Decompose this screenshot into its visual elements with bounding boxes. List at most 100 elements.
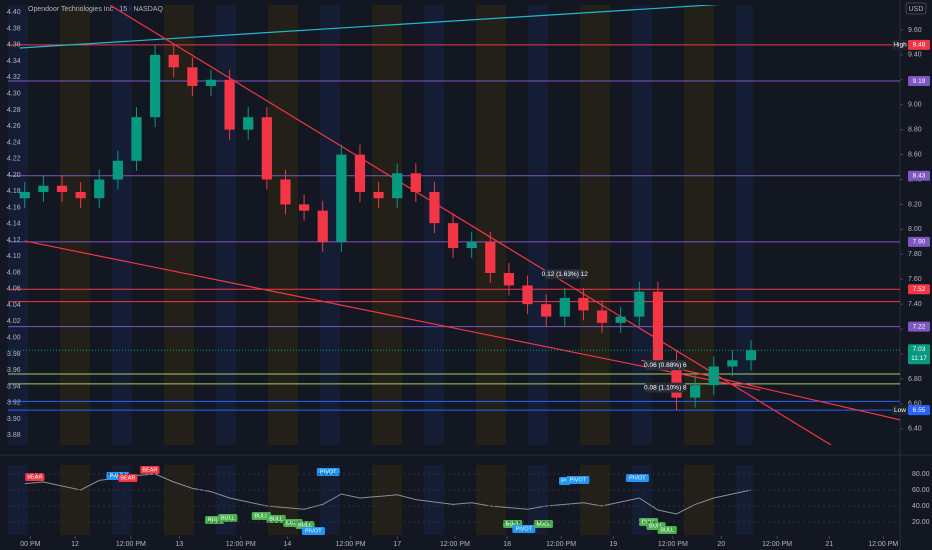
- candle-body: [466, 241, 477, 249]
- chart-title: Opendoor Technologies Inc · 15 · NASDAQ: [28, 6, 163, 13]
- candle-body: [224, 79, 235, 130]
- measure-box: [645, 382, 686, 393]
- currency[interactable]: USD: [909, 6, 924, 13]
- candle-body: [280, 179, 291, 205]
- y2-tick-label: 3.98: [7, 351, 21, 358]
- y2-tick-label: 4.26: [7, 123, 21, 130]
- x-tick-label: 00 PM: [20, 541, 40, 548]
- signal-label: PIVOT: [110, 473, 127, 479]
- signal-label: BEAR: [27, 474, 42, 480]
- candle-body: [596, 310, 608, 323]
- signal-marker: [512, 525, 536, 533]
- y2-tick-label: 4.30: [7, 90, 21, 97]
- signal-marker: [625, 474, 649, 482]
- candle-body: [429, 191, 440, 224]
- y2-tick-label: 4.22: [7, 156, 21, 163]
- measure-label: 0.08 (1.10%) 8: [644, 384, 687, 391]
- y-tick-label: 6.40: [908, 426, 922, 433]
- candle-body: [559, 297, 570, 317]
- level-label: 7.90: [913, 239, 926, 246]
- candle-body: [615, 316, 626, 323]
- level-label: 9.48: [913, 42, 926, 49]
- signal-label: PIVOT: [516, 526, 533, 532]
- candle-body: [131, 117, 142, 161]
- y-tick-label: 8.00: [908, 226, 922, 233]
- y2-tick-label: 4.24: [7, 139, 21, 146]
- y2-tick-label: 4.32: [7, 74, 21, 81]
- y2-tick-label: 4.08: [7, 269, 21, 276]
- level-label: 7.22: [913, 323, 926, 330]
- y-tick-label: 8.80: [908, 126, 922, 133]
- level-label-box: [908, 170, 930, 181]
- y2-tick-label: 4.10: [7, 253, 21, 260]
- currency-box[interactable]: [905, 2, 927, 15]
- y2-tick-label: 3.88: [7, 432, 21, 439]
- candle-body: [75, 191, 86, 199]
- y2-tick-label: 4.04: [7, 302, 21, 309]
- level-label-box: [908, 405, 930, 416]
- candle-body: [243, 117, 254, 130]
- x-tick-label: 12:00 PM: [440, 541, 470, 548]
- candle-body: [298, 204, 310, 211]
- signal-label: BULL: [298, 522, 312, 528]
- signal-label: BULL: [269, 516, 283, 522]
- candle-body: [485, 241, 496, 273]
- x-tick-label: 12:00 PM: [226, 541, 256, 548]
- candle-body: [541, 304, 552, 317]
- level-label-box: [908, 321, 930, 332]
- signal-marker: [566, 476, 590, 484]
- y-tick-label: 9.60: [908, 27, 922, 34]
- candle-body: [634, 291, 645, 317]
- candle-body: [317, 210, 328, 242]
- candle-body: [149, 54, 161, 118]
- y-tick-label: 7.60: [908, 276, 922, 283]
- y-tick-label: 6.60: [908, 401, 922, 408]
- y2-tick-label: 4.14: [7, 221, 21, 228]
- level-label: 7.52: [913, 286, 926, 293]
- y2-tick-label: 4.36: [7, 42, 21, 49]
- signal-label: BULL: [537, 521, 551, 527]
- signal-marker: [301, 527, 325, 535]
- x-tick-label: 12:00 PM: [116, 541, 146, 548]
- signal-label: BULL: [649, 523, 663, 529]
- indicator-tick-label: 40.00: [912, 503, 930, 510]
- candle-body: [671, 360, 682, 398]
- y2-tick-label: 4.06: [7, 286, 21, 293]
- measure-box: [544, 269, 585, 280]
- level-label-box: [908, 76, 930, 87]
- signal-label: PIVOT: [570, 477, 587, 483]
- candle-body: [652, 291, 664, 361]
- last-price: 7.03: [913, 346, 926, 353]
- trend-line: [19, 5, 720, 49]
- signal-label: BEAR: [120, 475, 135, 481]
- indicator-tick-label: 80.00: [912, 471, 930, 478]
- y2-tick-label: 3.96: [7, 367, 21, 374]
- x-tick-label: 20: [717, 541, 725, 548]
- y2-tick-label: 4.34: [7, 58, 21, 65]
- signal-marker: [140, 466, 160, 474]
- y2-tick-label: 4.16: [7, 204, 21, 211]
- signal-label: BEAR: [142, 467, 157, 473]
- candle-body: [522, 285, 533, 305]
- level-label: 6.55: [913, 407, 926, 414]
- indicator-tick-label: 60.00: [912, 487, 930, 494]
- x-tick-label: 18: [503, 541, 511, 548]
- signal-label: BULL: [506, 521, 520, 527]
- level-label: 8.43: [913, 172, 926, 179]
- y-tick-label: 8.20: [908, 201, 922, 208]
- y-tick-label: 9.00: [908, 102, 922, 109]
- candle-body: [187, 67, 198, 87]
- level-tag: Low: [894, 407, 906, 414]
- measure-label: 0.06 (0.88%) 6: [644, 362, 687, 369]
- candle-body: [168, 54, 179, 68]
- candle-body: [690, 385, 701, 398]
- last-price-box: [908, 344, 930, 365]
- y-tick-label: 8.60: [908, 151, 922, 158]
- y2-tick-label: 4.12: [7, 237, 21, 244]
- trend-line: [641, 359, 900, 421]
- y-tick-label: 7.40: [908, 301, 922, 308]
- indicator-line: [24, 473, 752, 515]
- candle-body: [112, 160, 123, 180]
- session-shading: [8, 5, 753, 445]
- candle-body: [410, 173, 421, 192]
